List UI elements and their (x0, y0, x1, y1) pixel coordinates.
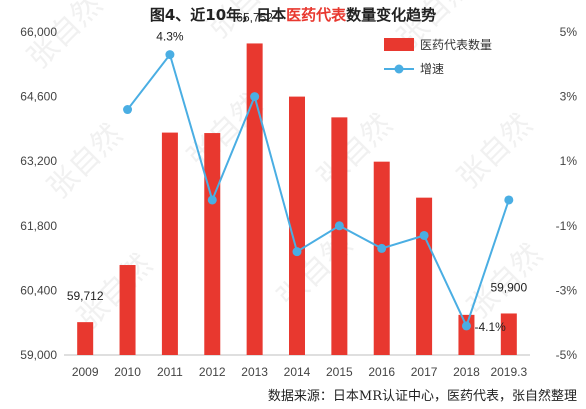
x-tick-label: 2012 (199, 365, 226, 379)
y-left-tick-label: 60,400 (20, 283, 57, 297)
growth-point-2012 (207, 195, 217, 205)
bar-2010 (119, 265, 136, 355)
data-label: 59,712 (67, 289, 104, 303)
x-tick-label: 2009 (72, 365, 99, 379)
bar-2012 (204, 133, 221, 355)
growth-point-2017 (419, 230, 429, 240)
x-tick-label: 2017 (411, 365, 438, 379)
y-right-tick-label: 3% (560, 90, 578, 104)
growth-line (126, 52, 510, 329)
y-right-tick-label: -1% (556, 219, 578, 233)
chart-title: 图4、近10年，日本医药代表数量变化趋势 (150, 6, 436, 24)
data-labels: 59,712 65,752 59,900 4.3% -4.1% (67, 10, 528, 333)
data-label: -4.1% (474, 320, 506, 334)
x-tick-label: 2013 (241, 365, 268, 379)
growth-point-2013 (250, 92, 260, 102)
bar-2019.3 (500, 313, 517, 355)
title-part-0: 图4、近10年，日本 (150, 6, 286, 24)
growth-point-2018 (461, 321, 471, 331)
axes: 59,000 60,400 61,800 63,200 64,600 66,000 -5% -… (20, 25, 577, 379)
data-label: 4.3% (156, 30, 184, 44)
x-tick-label: 2019.3 (490, 365, 527, 379)
source-note: 数据来源：日本MR认证中心，医药代表，张自然整理 (268, 388, 577, 404)
bar-2011 (161, 132, 178, 355)
y-left-tick-label: 64,600 (20, 90, 57, 104)
bar-2013 (246, 43, 263, 356)
bar-2016 (373, 161, 390, 355)
y-right-tick-label: -5% (556, 348, 578, 362)
title-part-1: 医药代表 (286, 6, 347, 24)
x-tick-label: 2014 (284, 365, 311, 379)
x-tick-label: 2010 (114, 365, 141, 379)
growth-point-2010 (123, 105, 133, 115)
growth-point-2015 (334, 221, 344, 231)
data-label: 59,900 (490, 280, 527, 294)
x-tick-label: 2018 (453, 365, 480, 379)
y-left-tick-label: 59,000 (20, 348, 57, 362)
legend-bar-label: 医药代表数量 (420, 37, 492, 52)
y-left-tick-label: 61,800 (20, 219, 57, 233)
y-right-tick-label: -3% (556, 283, 578, 297)
legend-line-label: 增速 (420, 62, 444, 76)
title-part-2: 数量变化趋势 (346, 6, 436, 24)
bar-2015 (331, 117, 348, 355)
x-tick-label: 2015 (326, 365, 353, 379)
bar-2018 (458, 314, 475, 355)
legend-bar-swatch (384, 38, 414, 51)
growth-point-2014 (292, 247, 302, 257)
growth-point-2019.3 (504, 195, 514, 205)
x-tick-label: 2016 (368, 365, 395, 379)
growth-point-2016 (377, 243, 387, 253)
growth-point-2011 (165, 50, 175, 60)
bar-2014 (289, 96, 305, 355)
y-left-tick-label: 63,200 (20, 154, 57, 168)
x-tick-label: 2011 (157, 365, 183, 379)
line-series (123, 50, 514, 331)
y-right-tick-label: 1% (560, 154, 578, 168)
watermark-text: 张自然 (451, 107, 539, 195)
bar-2009 (77, 322, 94, 355)
y-right-tick-label: 5% (560, 25, 578, 39)
legend-line-marker (394, 64, 404, 74)
bar-2017 (416, 197, 433, 355)
y-left-tick-label: 66,000 (20, 25, 57, 39)
data-label: 65,752 (236, 10, 273, 24)
